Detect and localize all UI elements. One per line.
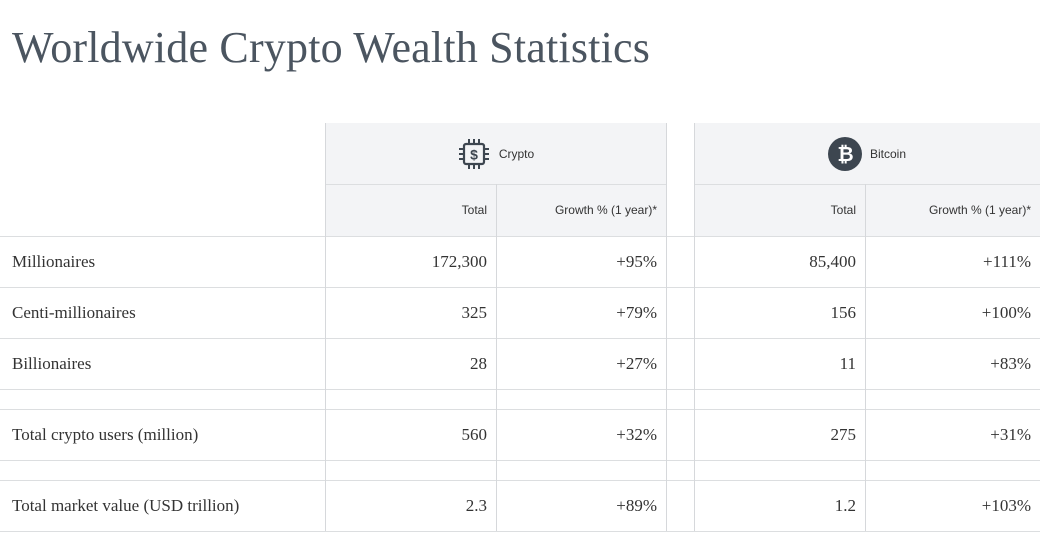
bitcoin-growth-header: Growth % (1 year)* [928, 203, 1031, 217]
crypto-total-cell: 2.3 [465, 495, 487, 515]
divider [0, 287, 1040, 288]
divider [0, 531, 1040, 532]
bitcoin-header-band [694, 123, 1040, 236]
stats-table: $ Crypto ₿ Bitcoin Total Growth % (1 yea… [0, 123, 1040, 533]
crypto-group-header: $ Crypto [325, 123, 666, 185]
crypto-total-cell: 172,300 [431, 251, 487, 271]
divider [0, 480, 1040, 481]
bitcoin-growth-cell: +83% [990, 353, 1031, 373]
crypto-header-band [325, 123, 666, 236]
crypto-group-label: Crypto [498, 147, 535, 161]
bitcoin-total-cell: 156 [830, 302, 857, 322]
divider [496, 184, 497, 531]
bitcoin-growth-cell: +103% [981, 495, 1031, 515]
divider [694, 184, 1040, 185]
divider [0, 236, 1040, 237]
bitcoin-total-cell: 11 [839, 353, 856, 373]
bitcoin-growth-cell: +31% [990, 424, 1031, 444]
row-label: Total market value (USD trillion) [12, 495, 240, 515]
bitcoin-total-cell: 1.2 [834, 495, 856, 515]
divider [694, 123, 695, 531]
crypto-growth-header: Growth % (1 year)* [554, 203, 657, 217]
divider [325, 123, 326, 531]
divider [0, 389, 1040, 390]
bitcoin-total-cell: 275 [830, 424, 857, 444]
crypto-growth-cell: +89% [616, 495, 657, 515]
divider [0, 409, 1040, 410]
divider [666, 123, 667, 531]
bitcoin-total-header: Total [830, 203, 856, 217]
divider [865, 184, 866, 531]
row-label: Centi-millionaires [12, 302, 136, 322]
dollar-chip-icon: $ [457, 137, 491, 171]
page-title: Worldwide Crypto Wealth Statistics [12, 23, 651, 72]
row-label: Billionaires [12, 353, 92, 373]
crypto-total-header: Total [461, 203, 487, 217]
bitcoin-total-cell: 85,400 [809, 251, 856, 271]
svg-text:$: $ [470, 147, 478, 163]
bitcoin-icon: ₿ [827, 137, 862, 171]
divider [0, 338, 1040, 339]
crypto-growth-cell: +32% [616, 424, 657, 444]
bitcoin-group-label: Bitcoin [869, 147, 907, 161]
crypto-growth-cell: +95% [616, 251, 657, 271]
row-label: Total crypto users (million) [12, 424, 199, 444]
row-label: Millionaires [12, 251, 96, 271]
crypto-total-cell: 560 [461, 424, 488, 444]
crypto-growth-cell: +79% [616, 302, 657, 322]
svg-text:₿: ₿ [837, 144, 853, 166]
divider [0, 460, 1040, 461]
divider [325, 184, 666, 185]
bitcoin-group-header: ₿ Bitcoin [694, 123, 1040, 185]
bitcoin-growth-cell: +100% [981, 302, 1031, 322]
crypto-growth-cell: +27% [616, 353, 657, 373]
crypto-total-cell: 325 [461, 302, 488, 322]
crypto-total-cell: 28 [470, 353, 487, 373]
bitcoin-growth-cell: +111% [983, 251, 1031, 271]
